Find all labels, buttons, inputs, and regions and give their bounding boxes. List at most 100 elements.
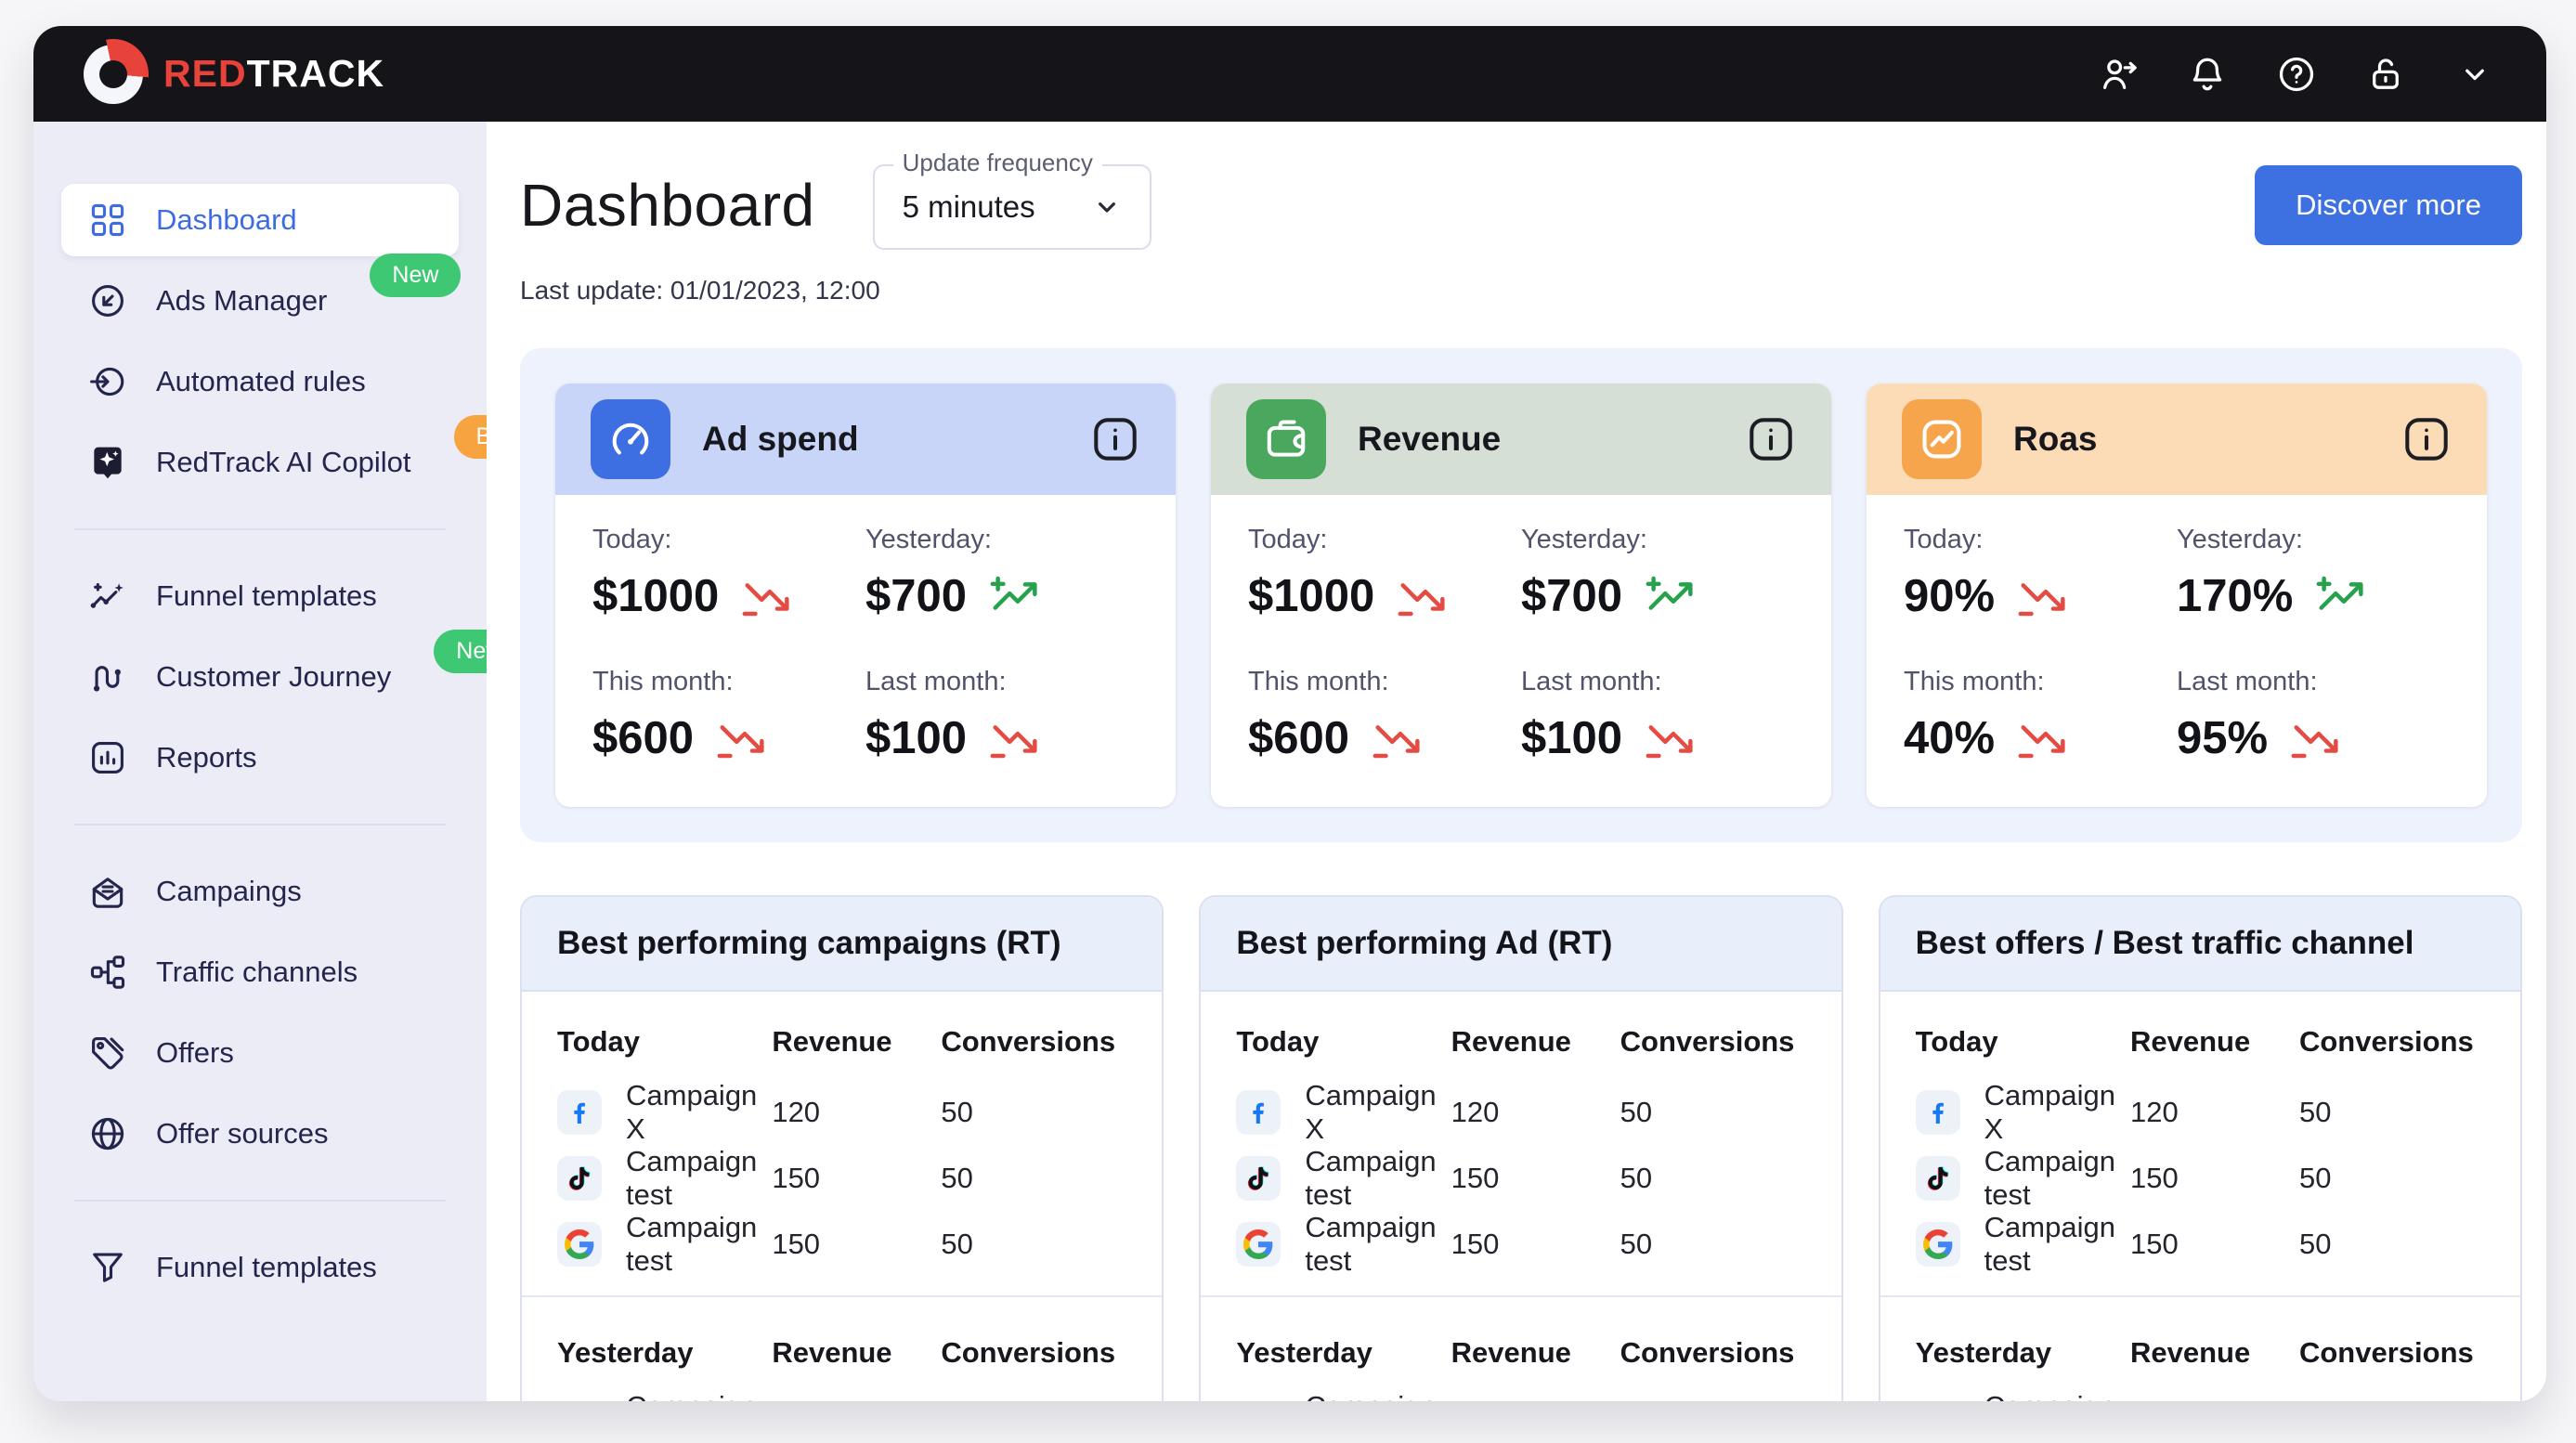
tables-row: Best performing campaigns (RT) Today Rev…	[520, 895, 2522, 1401]
table-row[interactable]: Campaign X 120 50	[557, 1079, 1126, 1145]
stat-card-body: Today: $1000 Yesterday: $700 This month: $6…	[1211, 495, 1831, 807]
stat-value: 90%	[1904, 571, 1996, 621]
table-column-headers: Yesterday Revenue Conversions	[1236, 1316, 1805, 1390]
info-icon[interactable]	[1090, 414, 1140, 464]
col-conversions: Conversions	[1620, 1025, 1795, 1058]
sidebar-item-traffic-channels[interactable]: Traffic channels	[61, 936, 459, 1008]
stat-item: This month: $600	[1248, 667, 1521, 764]
info-icon[interactable]	[1746, 414, 1796, 464]
conversions-value: 50	[2298, 1228, 2332, 1260]
table-column-headers: Yesterday Revenue Conversions	[1916, 1316, 2485, 1390]
col-conversions: Conversions	[2298, 1025, 2474, 1058]
stat-value: $700	[865, 571, 968, 621]
campaign-name: Campaign test	[1305, 1145, 1437, 1211]
table-title: Best performing campaigns (RT)	[522, 897, 1163, 992]
notifications-bell-icon[interactable]	[2186, 53, 2229, 96]
stat-value: 40%	[1904, 713, 1996, 763]
table-row[interactable]: Campaign X 120 50	[1236, 1390, 1805, 1401]
sidebar-item-offers[interactable]: Offers	[61, 1017, 459, 1089]
update-frequency-value: 5 minutes	[902, 189, 1035, 224]
stat-value: $700	[1521, 571, 1623, 621]
logo-text-rest: TRACK	[246, 52, 385, 95]
table-row[interactable]: Campaign test 150 50	[1915, 1145, 2485, 1211]
ai-copilot-icon	[92, 446, 124, 480]
stats-panel: Ad spend Today: $1000 Yesterday: $700 This…	[520, 348, 2522, 842]
section-divider	[522, 1295, 1163, 1297]
google-icon	[1915, 1222, 1960, 1267]
help-icon[interactable]	[2275, 53, 2318, 96]
update-frequency-select[interactable]: Update frequency 5 minutes	[872, 149, 1151, 250]
campaign-name: Campaign test	[1984, 1145, 2115, 1211]
lock-icon[interactable]	[2364, 53, 2407, 96]
sidebar-item-ai-copilot[interactable]: RedTrack AI Copilot Beta	[61, 414, 546, 499]
conversions-value: 50	[1620, 1228, 1653, 1260]
revenue-value: 150	[2129, 1228, 2179, 1260]
sidebar-item-dashboard[interactable]: Dashboard	[61, 184, 459, 256]
add-user-icon[interactable]	[2097, 53, 2140, 96]
table-body: Today Revenue Conversions Campaign X 120…	[1201, 992, 1841, 1401]
chevron-down-icon	[1098, 202, 1115, 213]
col-revenue: Revenue	[1451, 1336, 1571, 1369]
table-row[interactable]: Campaign X 120 50	[1915, 1079, 2485, 1145]
sidebar-item-label: Ads Manager	[156, 284, 328, 317]
sidebar-item-label: Funnel templates	[156, 1251, 377, 1283]
funnel-templates-icon	[89, 581, 125, 610]
table-row[interactable]: Campaign test 150 50	[1236, 1211, 1805, 1277]
sidebar-item-automated-rules[interactable]: Automated rules	[61, 345, 459, 418]
stat-value: 95%	[2177, 713, 2269, 763]
sidebar-item-reports[interactable]: Reports	[61, 722, 459, 794]
conversions-value: 50	[1620, 1162, 1653, 1194]
col-conversions: Conversions	[941, 1336, 1116, 1369]
page-title: Dashboard	[520, 172, 815, 239]
campaigns-icon	[92, 878, 124, 908]
campaign-name: Campaign X	[1305, 1390, 1451, 1401]
table-row[interactable]: Campaign X 120 50	[1916, 1390, 2485, 1401]
section-divider	[1201, 1295, 1841, 1297]
stat-card-title: Roas	[2013, 420, 2098, 458]
reports-icon	[92, 742, 124, 774]
revenue-value: 150	[1451, 1162, 1500, 1194]
sidebar-item-funnel-templates-bottom[interactable]: Funnel templates	[61, 1231, 459, 1304]
col-revenue: Revenue	[772, 1336, 892, 1369]
discover-more-button[interactable]: Discover more	[2255, 165, 2522, 245]
col-conversions: Conversions	[941, 1025, 1116, 1058]
section-label: Today	[1236, 1025, 1320, 1058]
col-conversions: Conversions	[1620, 1336, 1795, 1369]
table-row[interactable]: Campaign test 150 50	[557, 1211, 1126, 1277]
stat-card-header: Roas	[1867, 384, 2487, 495]
section-label: Yesterday	[1236, 1336, 1373, 1369]
section-divider	[1880, 1295, 2520, 1297]
sidebar-item-customer-journey[interactable]: Customer Journey New	[61, 629, 526, 713]
table-row[interactable]: Campaign test 150 50	[1236, 1145, 1805, 1211]
tiktok-icon	[1236, 1156, 1281, 1201]
stat-value: $1000	[592, 571, 720, 621]
revenue-value: 120	[1451, 1096, 1500, 1128]
campaign-name: Campaign X	[1305, 1079, 1437, 1145]
sidebar-item-offer-sources[interactable]: Offer sources	[61, 1098, 459, 1170]
campaign-name: Campaign test	[626, 1145, 758, 1211]
tiktok-icon	[1915, 1156, 1960, 1201]
sidebar-item-funnel-templates[interactable]: Funnel templates	[61, 560, 459, 632]
stat-value: $600	[1248, 713, 1350, 763]
info-icon[interactable]	[2401, 414, 2452, 464]
table-row[interactable]: Campaign X 120 50	[1236, 1079, 1805, 1145]
trend-down-icon	[1370, 716, 1427, 760]
trend-down-icon	[714, 716, 772, 760]
trend-down-icon	[1643, 716, 1700, 760]
table-row[interactable]: Campaign test 150 50	[557, 1145, 1126, 1211]
facebook-icon	[1236, 1090, 1281, 1135]
funnel-icon	[93, 1253, 123, 1282]
sidebar-item-ads-manager[interactable]: Ads Manager New	[61, 253, 462, 337]
table-column-headers: Today Revenue Conversions	[557, 1005, 1126, 1079]
account-chevron-down-icon[interactable]	[2453, 53, 2496, 96]
table-row[interactable]: Campaign test 150 50	[1915, 1211, 2485, 1277]
stat-value: $100	[1521, 713, 1623, 763]
automated-rules-icon	[90, 367, 124, 396]
gauge-icon	[591, 399, 670, 479]
campaign-name: Campaign X	[1984, 1390, 2130, 1401]
sidebar-divider	[74, 824, 446, 826]
sidebar-item-campaings[interactable]: Campaings	[61, 855, 459, 928]
logo-mark-icon	[78, 38, 149, 110]
table-row[interactable]: Campaign X 120 50	[557, 1390, 1126, 1401]
trend-up-icon	[2313, 574, 2371, 618]
